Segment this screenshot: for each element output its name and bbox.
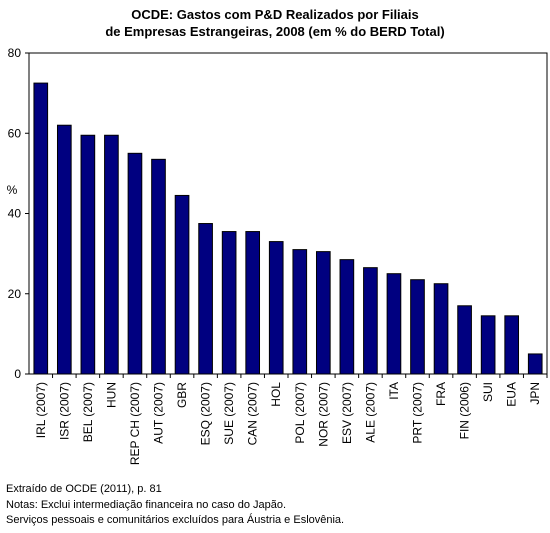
x-tick-label: FRA (434, 382, 448, 406)
x-tick-label: HOL (269, 382, 283, 407)
x-tick-label: ESV (2007) (340, 382, 354, 444)
bar (386, 273, 402, 375)
y-tick-label: 40 (8, 207, 22, 221)
x-tick-label: ALE (2007) (363, 382, 377, 443)
bar (410, 279, 425, 375)
bar (363, 267, 378, 375)
y-axis-label: % (7, 183, 18, 197)
footnote-1: Notas: Exclui intermediação financeira n… (6, 499, 287, 511)
source-note: Extraído de OCDE (2011), p. 81 (6, 483, 162, 495)
footnote-2: Serviços pessoais e comunitários excluíd… (6, 514, 345, 526)
bar (504, 315, 520, 375)
x-tick-label: PRT (2007) (411, 382, 425, 444)
x-tick-label: NOR (2007) (316, 382, 330, 447)
bar (221, 231, 237, 375)
x-tick-label: CAN (2007) (246, 382, 260, 445)
bar (457, 305, 472, 375)
bar (480, 315, 496, 375)
chart-title-line1: OCDE: Gastos com P&D Realizados por Fili… (131, 7, 419, 22)
x-tick-label: AUT (2007) (152, 382, 166, 444)
chart-title-line2: de Empresas Estrangeiras, 2008 (em % do … (105, 24, 445, 39)
x-tick-label: ESQ (2007) (199, 382, 213, 445)
x-tick-label: IRL (2007) (34, 382, 48, 438)
bar (151, 158, 166, 375)
bar (245, 231, 261, 375)
bar (33, 82, 49, 375)
y-tick-label: 80 (8, 46, 22, 60)
x-tick-label: SUE (2007) (222, 382, 236, 445)
y-tick-label: 20 (8, 287, 22, 301)
x-tick-label: SUI (481, 382, 495, 402)
chart-title: OCDE: Gastos com P&D Realizados por Fili… (0, 6, 550, 40)
x-tick-label: ITA (387, 382, 401, 400)
bar (80, 134, 96, 375)
x-tick-label: GBR (175, 382, 189, 408)
bar (315, 251, 331, 375)
bar (292, 249, 308, 375)
x-tick-label: FIN (2006) (458, 382, 472, 439)
bar (198, 223, 213, 375)
bar (174, 194, 190, 375)
x-tick-label: BEL (2007) (81, 382, 95, 442)
x-tick-label: HUN (104, 382, 118, 408)
x-tick-label: POL (2007) (293, 382, 307, 444)
y-tick-label: 0 (14, 367, 21, 381)
bar (127, 152, 143, 375)
bar (527, 353, 543, 375)
bar (56, 124, 72, 375)
y-tick-label: 60 (8, 126, 22, 140)
bar (268, 241, 284, 375)
x-tick-label: EUA (505, 382, 519, 407)
x-tick-label: REP CH (2007) (128, 382, 142, 465)
bar (339, 259, 355, 375)
x-tick-label: JPN (528, 382, 542, 405)
bar (104, 134, 119, 375)
x-tick-label: ISR (2007) (57, 382, 71, 440)
bar (433, 283, 449, 375)
